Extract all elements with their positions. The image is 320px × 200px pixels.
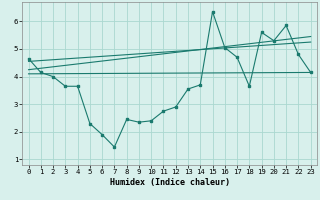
X-axis label: Humidex (Indice chaleur): Humidex (Indice chaleur): [110, 178, 230, 187]
